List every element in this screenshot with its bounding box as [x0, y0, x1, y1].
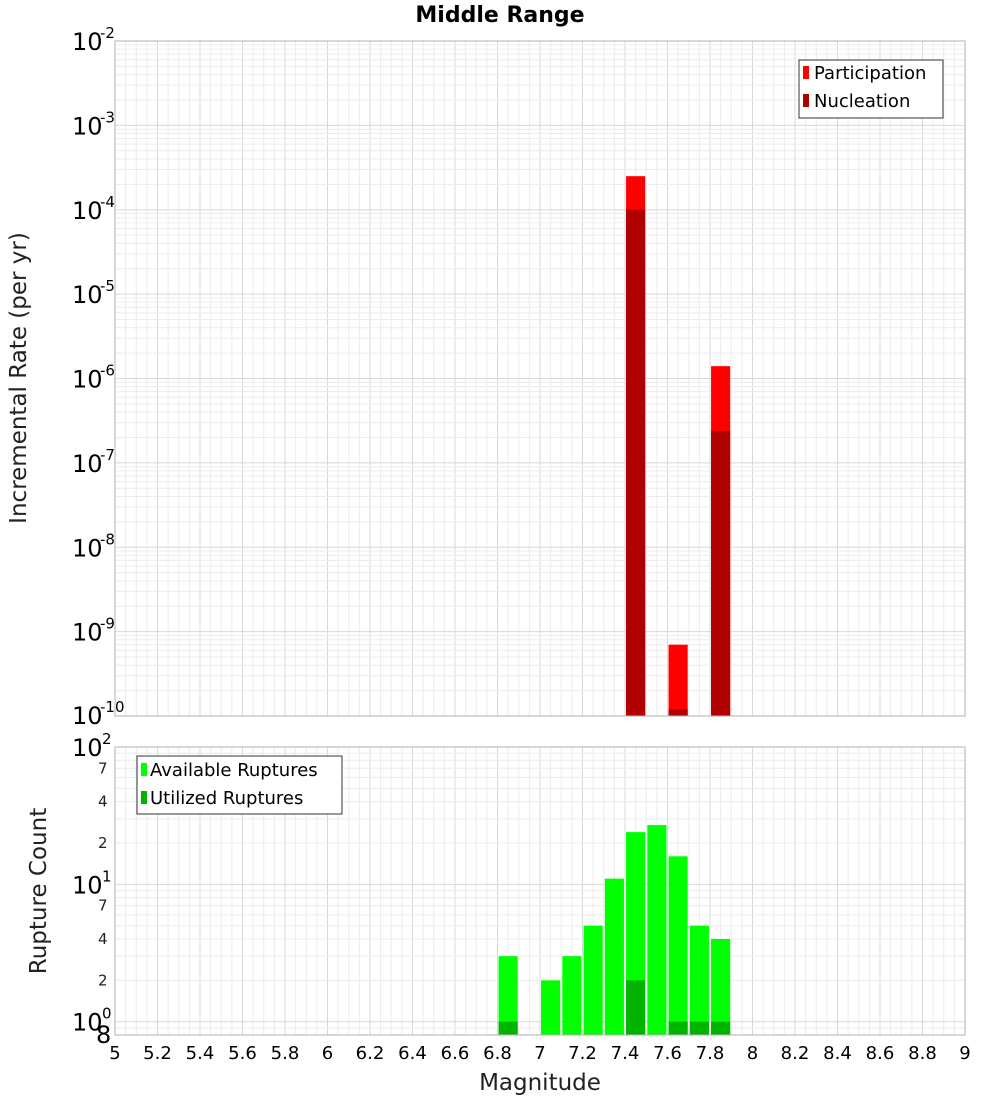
x-tick-label: 8	[747, 1043, 758, 1064]
legend-label-participation: Participation	[814, 63, 926, 84]
top-y-tick-exponent: -7	[100, 446, 115, 464]
x-axis-label: Magnitude	[479, 1070, 601, 1096]
bar-available-ruptures-7.25	[583, 925, 603, 1035]
x-tick-label: 7.8	[696, 1043, 725, 1064]
x-tick-label: 6.6	[441, 1043, 470, 1064]
bottom-y-tick-label: 10	[72, 871, 103, 899]
legend-label-available: Available Ruptures	[150, 760, 318, 781]
x-tick-label: 6.2	[356, 1043, 385, 1064]
top-y-tick-exponent: -9	[100, 615, 115, 633]
bottom-legend-box	[136, 755, 343, 815]
bottom-plot-frame	[114, 746, 966, 1036]
top-y-tick-label: 10	[72, 28, 103, 56]
top-y-tick-label: 10	[72, 702, 103, 730]
top-y-tick-exponent: -5	[100, 277, 115, 295]
bar-utilized-ruptures-7.85	[711, 1021, 731, 1035]
x-tick-label: 7.2	[568, 1043, 597, 1064]
top-legend-box	[798, 59, 944, 119]
top-y-tick-label: 10	[72, 197, 103, 225]
bar-utilized-ruptures-7.65	[668, 1021, 688, 1035]
x-tick-label: 5.8	[271, 1043, 300, 1064]
x-tick-label: 8.8	[908, 1043, 937, 1064]
x-tick-label: 9	[959, 1043, 970, 1064]
bottom-y-minor-label: 8	[96, 1021, 111, 1049]
x-tick-label: 6.4	[398, 1043, 427, 1064]
x-tick-label: 8.4	[823, 1043, 852, 1064]
bottom-y-tick-label: 10	[72, 734, 103, 762]
top-y-tick-label: 10	[72, 112, 103, 140]
x-tick-label: 5.6	[228, 1043, 257, 1064]
bar-available-ruptures-6.85	[498, 956, 518, 1035]
top-y-tick-label: 10	[72, 281, 103, 309]
legend-label-utilized: Utilized Ruptures	[150, 788, 303, 809]
top-plot-frame	[114, 40, 966, 717]
x-tick-label: 5.4	[186, 1043, 215, 1064]
top-y-tick-exponent: -8	[100, 530, 115, 548]
top-y-axis-label: Incremental Rate (per yr)	[6, 232, 32, 524]
bottom-y-tick-exponent: 1	[102, 867, 112, 885]
bottom-y-axis-label: Rupture Count	[26, 808, 52, 974]
x-tick-label: 6	[322, 1043, 333, 1064]
bottom-legend: Available Ruptures Utilized Ruptures	[136, 755, 343, 815]
bottom-y-minor-label: 2	[98, 834, 108, 852]
x-tick-label: 5.2	[143, 1043, 172, 1064]
legend-swatch-utilized	[141, 791, 147, 804]
bar-nucleation-7.45	[626, 209, 646, 716]
top-y-tick-label: 10	[72, 534, 103, 562]
bottom-y-minor-label: 2	[98, 971, 108, 989]
x-tick-label: 7.6	[653, 1043, 682, 1064]
bottom-y-minor-label: 4	[98, 793, 108, 811]
top-y-tick-exponent: -2	[100, 24, 115, 42]
x-tick-label: 8.6	[866, 1043, 895, 1064]
top-y-tick-label: 10	[72, 366, 103, 394]
legend-swatch-available	[141, 763, 147, 776]
bar-nucleation-7.65	[668, 709, 688, 716]
bar-nucleation-7.85	[711, 430, 731, 716]
bar-utilized-ruptures-7.75	[689, 1021, 709, 1035]
top-y-tick-label: 10	[72, 450, 103, 478]
bar-available-ruptures-7.05	[541, 980, 561, 1035]
legend-label-nucleation: Nucleation	[814, 91, 910, 112]
chart-title: Middle Range	[415, 3, 584, 28]
x-tick-label: 7.4	[611, 1043, 640, 1064]
bar-utilized-ruptures-7.45	[626, 980, 646, 1035]
bar-participation-7.65	[668, 644, 688, 716]
bottom-bars	[498, 825, 731, 1035]
legend-swatch-nucleation	[803, 94, 809, 107]
bar-available-ruptures-7.35	[604, 878, 624, 1035]
top-y-tick-label: 10	[72, 619, 103, 647]
bar-available-ruptures-7.15	[562, 956, 582, 1035]
bottom-y-tick-exponent: 2	[102, 730, 112, 748]
x-tick-labels: 5 5.2 5.4 5.6 5.8 6 6.2 6.4 6.6 6.8 7 7.2 7.4 7.6 7.8 8…	[109, 1043, 970, 1064]
bar-available-ruptures-7.85	[711, 939, 731, 1035]
bottom-y-minor-label: 7	[98, 759, 108, 777]
top-grid	[114, 40, 966, 717]
bottom-y-tick-label: 10	[72, 1009, 103, 1037]
top-legend: Participation Nucleation	[798, 59, 944, 119]
legend-swatch-participation	[803, 66, 809, 79]
bottom-y-tick-exponent: 0	[102, 1005, 112, 1023]
x-tick-label: 8.2	[781, 1043, 810, 1064]
bottom-y-minor-label: 7	[98, 897, 108, 915]
top-y-tick-exponent: -4	[100, 193, 115, 211]
x-tick-label: 7	[534, 1043, 545, 1064]
bar-available-ruptures-7.75	[689, 925, 709, 1035]
x-tick-label: 6.8	[483, 1043, 512, 1064]
top-y-tick-exponent: -10	[100, 698, 125, 716]
bottom-y-minor-label: 4	[98, 930, 108, 948]
top-bars	[626, 176, 731, 716]
x-tick-label: 5	[109, 1043, 120, 1064]
bar-available-ruptures-7.55	[647, 825, 667, 1035]
top-y-tick-exponent: -6	[100, 362, 115, 380]
bar-utilized-ruptures-6.85	[498, 1021, 518, 1035]
top-y-tick-exponent: -3	[100, 108, 115, 126]
bar-available-ruptures-7.65	[668, 856, 688, 1035]
